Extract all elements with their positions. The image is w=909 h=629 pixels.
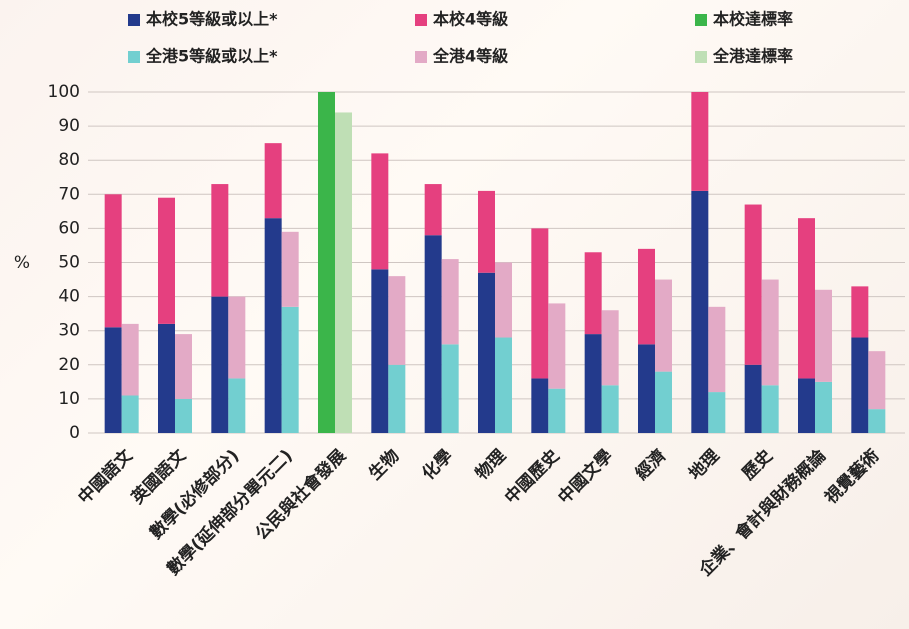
x-tick-label: 化學 <box>418 445 457 484</box>
bar-segment <box>104 327 122 433</box>
legend-swatch <box>695 14 707 26</box>
y-tick-label: 70 <box>58 184 80 204</box>
bar-segment <box>495 337 512 433</box>
y-tick-label: 60 <box>58 218 80 238</box>
legend-label: 全港5等級或以上* <box>145 47 278 66</box>
x-tick-label: 生物 <box>365 445 404 484</box>
x-tick-label: 數學(必修部分) <box>145 445 243 543</box>
bar-segment <box>601 310 619 386</box>
bar-segment <box>175 398 192 433</box>
bar-segment <box>281 306 299 433</box>
bar-segment <box>104 194 122 328</box>
bar-segment <box>638 344 655 433</box>
legend-swatch <box>415 51 427 63</box>
bar-segment <box>175 334 192 399</box>
bar-segment <box>121 395 139 433</box>
bar-segment <box>441 344 459 433</box>
bar-segment <box>388 276 406 365</box>
bar-segment <box>318 92 335 433</box>
legend-swatch <box>415 14 427 26</box>
y-tick-label: 10 <box>58 389 80 409</box>
bar-segment <box>548 303 566 389</box>
x-tick-label: 中國歷史 <box>500 445 564 509</box>
bar-segment <box>708 306 726 393</box>
x-tick-label: 中國文學 <box>554 445 617 508</box>
y-tick-label: 20 <box>58 355 80 375</box>
legend-swatch <box>128 14 140 26</box>
bar-segment <box>868 351 886 410</box>
bar-segment <box>761 385 779 433</box>
bar-segment <box>371 269 389 433</box>
legend-swatch <box>128 51 140 63</box>
bar-segment <box>478 190 495 273</box>
bar-segment <box>495 262 512 338</box>
bar-segment <box>708 392 726 433</box>
bar-segment <box>691 92 709 191</box>
bar-segment <box>744 204 762 365</box>
bar-segment <box>531 228 549 379</box>
bar-segment <box>584 334 602 433</box>
legend-swatch <box>695 51 707 63</box>
bar-segment <box>264 143 282 219</box>
bar-segment <box>851 286 869 338</box>
x-tick-label: 歷史 <box>738 445 778 485</box>
bar-segment <box>424 235 442 433</box>
x-tick-label: 公民與社會發展 <box>251 445 350 544</box>
legend-label: 全港達標率 <box>712 47 793 66</box>
bar-segment <box>744 364 762 433</box>
bar-segment <box>441 259 459 345</box>
bar-segment <box>478 272 495 433</box>
legend-label: 全港4等級 <box>432 47 508 66</box>
x-tick-label: 地理 <box>685 445 724 484</box>
x-tick-label: 經濟 <box>631 445 670 484</box>
bar-segment <box>638 248 655 345</box>
bar-segment <box>655 279 672 372</box>
bar-segment <box>335 112 352 434</box>
bar-segment <box>158 197 175 324</box>
bar-segment <box>655 371 672 433</box>
legend-label: 本校4等級 <box>433 10 508 29</box>
bar-segment <box>264 218 282 433</box>
y-tick-label: 0 <box>69 423 80 443</box>
legend-label: 本校達標率 <box>713 10 793 29</box>
y-tick-label: 50 <box>58 253 80 273</box>
x-tick-label: 視覺藝術 <box>820 445 884 509</box>
bar-segment <box>531 378 549 433</box>
y-tick-label: 90 <box>58 116 80 136</box>
y-tick-label: 40 <box>58 287 80 307</box>
bar-segment <box>371 153 389 270</box>
bar-segment <box>815 289 832 382</box>
bar-segment <box>691 190 709 433</box>
y-tick-label: 100 <box>48 82 80 102</box>
bar-segment <box>281 231 299 307</box>
bar-segment <box>228 378 246 433</box>
x-tick-label: 中國語文 <box>74 445 138 509</box>
y-tick-label: 80 <box>58 150 80 170</box>
bar-segment <box>388 364 406 433</box>
bar-segment <box>548 388 566 433</box>
bar-segment <box>868 409 886 433</box>
bar-segment <box>761 279 779 386</box>
legend-label: 本校5等級或以上* <box>146 10 278 29</box>
bar-segment <box>601 385 619 433</box>
bar-segment <box>798 378 815 433</box>
bar-segment <box>851 337 869 433</box>
bar-segment <box>424 184 442 236</box>
y-axis-label: % <box>14 253 30 273</box>
bar-segment <box>798 218 815 379</box>
bar-segment <box>121 323 139 396</box>
bar-segment <box>211 296 229 433</box>
bar-segment <box>228 296 246 379</box>
x-tick-label: 物理 <box>471 445 510 484</box>
bar-segment <box>211 184 229 297</box>
bar-segment <box>584 252 602 335</box>
bar-segment <box>158 323 175 433</box>
bar-segment <box>815 381 832 433</box>
y-tick-label: 30 <box>58 321 80 341</box>
